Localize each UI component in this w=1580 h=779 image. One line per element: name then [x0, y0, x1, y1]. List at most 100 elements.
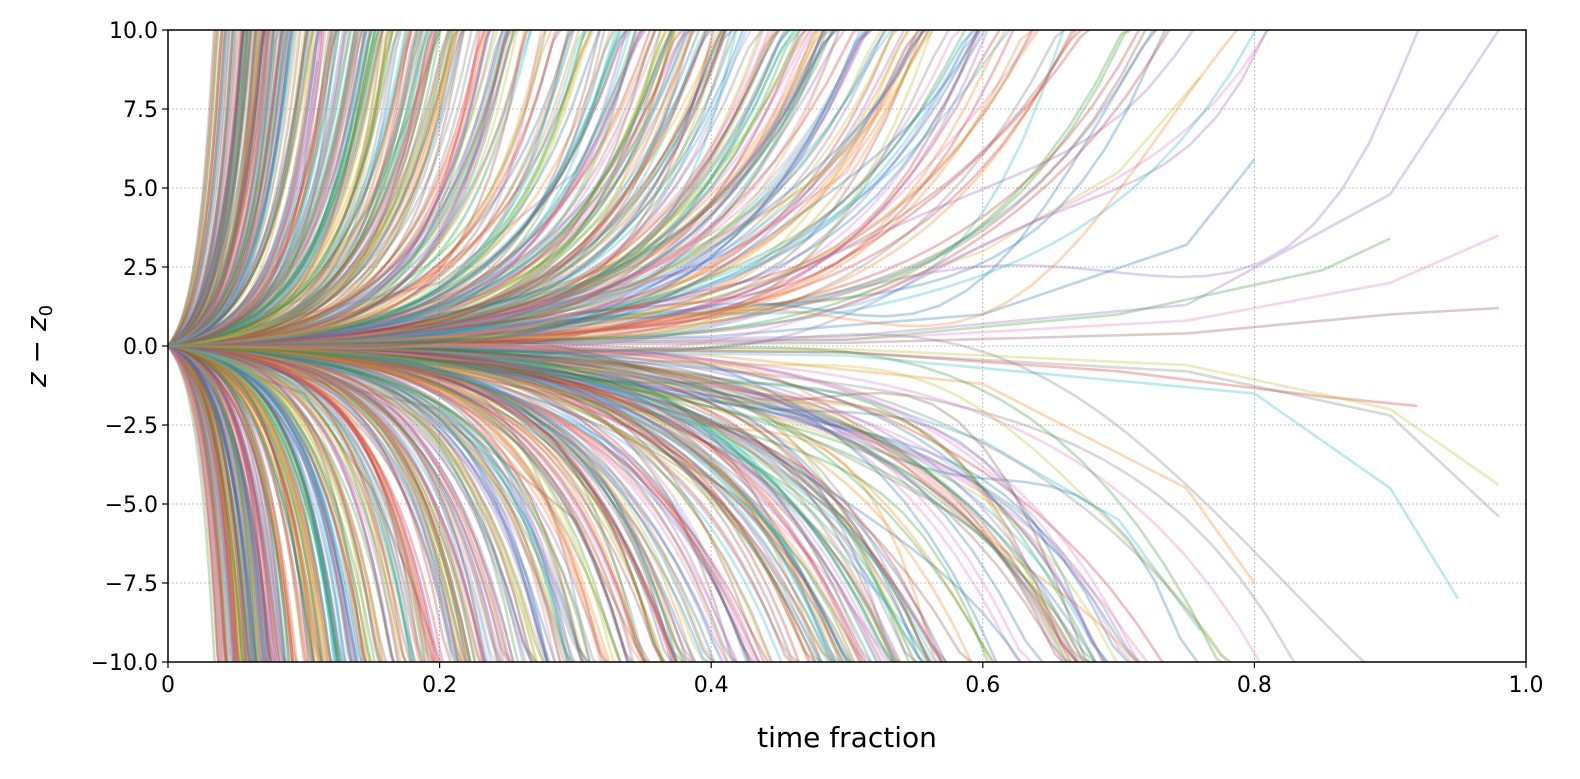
series-line — [168, 30, 899, 348]
series-line — [168, 30, 364, 348]
series-line — [168, 344, 677, 662]
series-line — [168, 30, 667, 348]
series-line — [168, 30, 733, 348]
series-line — [168, 344, 467, 662]
series-line — [168, 30, 906, 348]
series-line — [168, 30, 1171, 348]
series-line — [168, 30, 280, 348]
series-line — [168, 344, 484, 662]
x-tick-label: 0.6 — [965, 673, 1000, 698]
series-line — [168, 344, 678, 662]
series-line — [168, 30, 365, 348]
series-line — [168, 344, 1149, 662]
series-line — [168, 344, 324, 662]
series-line — [168, 30, 1078, 348]
series-line — [168, 30, 320, 348]
series-line — [168, 344, 648, 662]
series-line — [168, 30, 685, 348]
series-line — [168, 344, 347, 662]
series-line — [168, 30, 234, 348]
series-line — [168, 30, 765, 348]
series-line — [168, 30, 553, 348]
series-line — [168, 344, 430, 662]
series-line — [168, 344, 674, 662]
series-line — [168, 344, 1097, 662]
series-line — [168, 30, 512, 348]
series-line — [168, 344, 371, 662]
series-line — [168, 30, 951, 348]
series-line — [168, 344, 416, 662]
series-line — [168, 344, 381, 662]
series-line — [168, 30, 249, 348]
series-line — [168, 344, 338, 662]
series-line — [168, 30, 900, 348]
series-line — [168, 30, 662, 348]
series-line — [168, 344, 557, 662]
series-line — [168, 30, 337, 348]
series-line — [168, 30, 303, 348]
series-line — [168, 344, 562, 662]
series-line — [168, 344, 364, 662]
series-line — [168, 30, 868, 348]
series-line — [168, 30, 248, 348]
series-line — [168, 30, 229, 347]
series-line — [168, 30, 637, 348]
series-line — [168, 30, 603, 348]
series-line — [168, 344, 342, 662]
series-line — [168, 30, 711, 348]
series-line — [168, 30, 442, 348]
series-line — [168, 30, 499, 348]
series-line — [168, 30, 764, 348]
series-line — [168, 344, 551, 662]
series-line — [168, 30, 437, 348]
series-line — [168, 30, 421, 348]
series-line — [168, 344, 665, 662]
series-line — [168, 30, 267, 348]
series-line — [168, 344, 1081, 662]
series-line — [168, 344, 695, 662]
series-line — [168, 344, 932, 662]
series-line — [168, 344, 240, 662]
series-line — [168, 344, 1500, 518]
series-line — [168, 30, 786, 348]
series-line — [168, 30, 792, 348]
series-line — [168, 344, 1078, 662]
series-line — [168, 344, 609, 662]
series-line — [168, 30, 433, 348]
series-line — [168, 344, 245, 662]
series-line — [168, 30, 418, 348]
series-line — [168, 30, 581, 348]
series-line — [168, 344, 368, 662]
series-line — [168, 30, 691, 348]
series-line — [168, 344, 697, 662]
series-line — [168, 344, 868, 662]
series-line — [168, 344, 1098, 662]
series-line — [168, 30, 874, 348]
series-line — [168, 344, 500, 662]
series-line — [168, 30, 403, 348]
series-line — [168, 30, 836, 348]
series-line — [168, 344, 755, 662]
series-line — [168, 30, 264, 348]
series-line — [168, 30, 708, 348]
series-line — [168, 30, 390, 348]
series-line — [168, 30, 280, 348]
series-line — [168, 344, 408, 662]
series-line — [168, 344, 464, 662]
series-line — [168, 30, 1041, 348]
series-line — [168, 344, 863, 662]
series-line — [168, 344, 472, 662]
series-line — [168, 344, 497, 662]
series-line — [168, 344, 281, 662]
series-line — [168, 344, 629, 662]
series-line — [168, 344, 234, 662]
series-line — [168, 344, 854, 662]
series-line — [168, 30, 227, 347]
series-line — [168, 344, 311, 662]
series-line — [168, 30, 668, 348]
x-tick-label: 0 — [161, 673, 175, 698]
series-line — [168, 30, 1420, 349]
series-line — [168, 344, 357, 662]
series-line — [168, 30, 727, 348]
series-line — [168, 30, 496, 348]
